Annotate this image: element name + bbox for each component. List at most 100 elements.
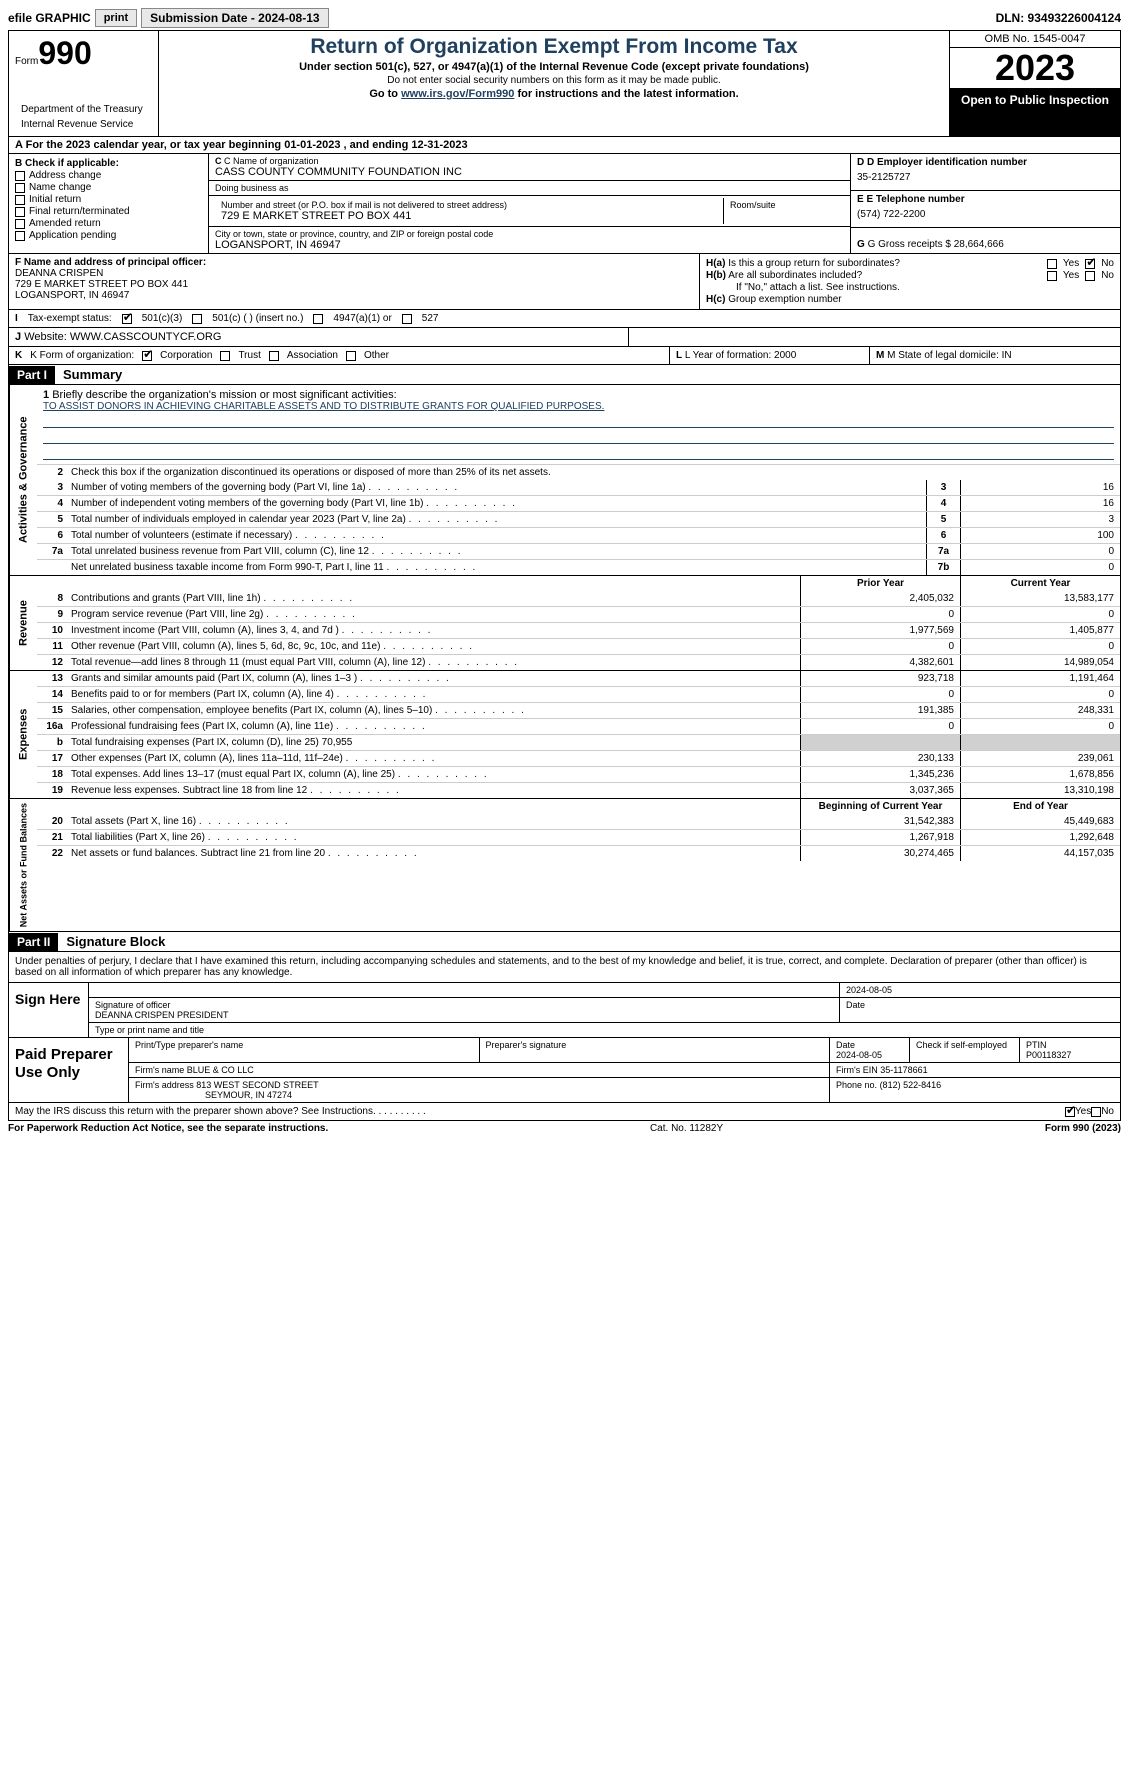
pra-notice: For Paperwork Reduction Act Notice, see …	[8, 1123, 328, 1134]
c-name-block: C C Name of organization CASS COUNTY COM…	[209, 154, 850, 181]
firm-addr1: 813 WEST SECOND STREET	[196, 1080, 318, 1090]
prior-value: 30,274,465	[800, 846, 960, 861]
discuss-row: May the IRS discuss this return with the…	[9, 1103, 1120, 1120]
side-expenses: Expenses	[9, 671, 37, 798]
b-option-label: Final return/terminated	[29, 206, 130, 217]
state-domicile: IN	[1002, 350, 1012, 361]
officer-name: DEANNA CRISPEN	[15, 268, 693, 279]
current-value: 248,331	[960, 703, 1120, 718]
line-value: 100	[960, 528, 1120, 543]
b-option-checkbox[interactable]	[15, 231, 25, 241]
h-note: If "No," attach a list. See instructions…	[706, 282, 1114, 293]
row-a-tax-year: A For the 2023 calendar year, or tax yea…	[9, 137, 1120, 154]
hb-yes-checkbox[interactable]	[1047, 271, 1057, 281]
ha-no-checkbox[interactable]	[1085, 259, 1095, 269]
line-number: 16a	[37, 719, 67, 734]
line-number: 22	[37, 846, 67, 861]
city-label: City or town, state or province, country…	[215, 229, 844, 239]
org-name: CASS COUNTY COMMUNITY FOUNDATION INC	[215, 166, 844, 178]
prior-year-header: Prior Year	[800, 576, 960, 591]
line-number: 21	[37, 830, 67, 845]
prior-value: 31,542,383	[800, 814, 960, 829]
line-number: 11	[37, 639, 67, 654]
corp-checkbox[interactable]	[142, 351, 152, 361]
form-number: 990	[38, 35, 91, 71]
prior-value: 0	[800, 607, 960, 622]
preparer-block: Paid Preparer Use Only Print/Type prepar…	[9, 1038, 1120, 1103]
line-number: 17	[37, 751, 67, 766]
ha-yes-checkbox[interactable]	[1047, 259, 1057, 269]
other-checkbox[interactable]	[346, 351, 356, 361]
line-text: Total number of individuals employed in …	[67, 512, 926, 527]
current-year-header: Current Year	[960, 576, 1120, 591]
line-number: 8	[37, 591, 67, 606]
public-inspection: Open to Public Inspection	[950, 89, 1120, 136]
527-checkbox[interactable]	[402, 314, 412, 324]
current-value: 14,989,054	[960, 655, 1120, 670]
dln-label: DLN: 93493226004124	[996, 11, 1121, 25]
current-value: 45,449,683	[960, 814, 1120, 829]
form-header: Form990 Department of the Treasury Inter…	[9, 31, 1120, 137]
b-option-label: Name change	[29, 182, 91, 193]
line-value: 16	[960, 496, 1120, 511]
b-option-checkbox[interactable]	[15, 207, 25, 217]
part2-header: Part II Signature Block	[9, 932, 1120, 952]
room-label: Room/suite	[730, 200, 838, 210]
line-number: 15	[37, 703, 67, 718]
b-option-checkbox[interactable]	[15, 195, 25, 205]
hb-no-checkbox[interactable]	[1085, 271, 1095, 281]
line-number	[37, 560, 67, 575]
discuss-yes-checkbox[interactable]	[1065, 1107, 1075, 1117]
line-text: Total expenses. Add lines 13–17 (must eq…	[67, 767, 800, 782]
line-text: Investment income (Part VIII, column (A)…	[67, 623, 800, 638]
firm-ein: 35-1178661	[880, 1065, 927, 1075]
current-value: 44,157,035	[960, 846, 1120, 861]
form-title: Return of Organization Exempt From Incom…	[165, 35, 943, 59]
form990-link[interactable]: www.irs.gov/Form990	[401, 88, 514, 100]
print-button[interactable]: print	[95, 9, 137, 27]
form-subtitle: Under section 501(c), 527, or 4947(a)(1)…	[165, 61, 943, 73]
tax-year: 2023	[950, 48, 1120, 89]
phone-value: (574) 722-2200	[857, 205, 1114, 224]
b-option-label: Amended return	[29, 218, 101, 229]
prior-value: 923,718	[800, 671, 960, 686]
line-value: 16	[960, 480, 1120, 495]
line-text: Net assets or fund balances. Subtract li…	[67, 846, 800, 861]
line-text: Other expenses (Part IX, column (A), lin…	[67, 751, 800, 766]
501c3-checkbox[interactable]	[122, 314, 132, 324]
b-option-checkbox[interactable]	[15, 219, 25, 229]
discuss-no-checkbox[interactable]	[1091, 1107, 1101, 1117]
line-number: 7a	[37, 544, 67, 559]
prep-date: 2024-08-05	[836, 1050, 882, 1060]
efile-label: efile GRAPHIC	[8, 11, 91, 25]
section-revenue: Revenue Prior Year Current Year 8Contrib…	[9, 576, 1120, 671]
b-option-checkbox[interactable]	[15, 171, 25, 181]
mission-text: TO ASSIST DONORS IN ACHIEVING CHARITABLE…	[43, 401, 1114, 412]
ptin-value: P00118327	[1026, 1050, 1071, 1060]
section-net-assets: Net Assets or Fund Balances Beginning of…	[9, 799, 1120, 932]
line-number: 20	[37, 814, 67, 829]
current-value: 0	[960, 639, 1120, 654]
row-i-tax-status: I Tax-exempt status: 501(c)(3) 501(c) ( …	[9, 310, 1120, 328]
line-number: 10	[37, 623, 67, 638]
sign-here-block: Sign Here 2024-08-05 Signature of office…	[9, 983, 1120, 1038]
row-k-org-form: K K Form of organization: Corporation Tr…	[9, 347, 1120, 365]
501c-checkbox[interactable]	[192, 314, 202, 324]
form-footer: Form 990 (2023)	[1045, 1123, 1121, 1134]
trust-checkbox[interactable]	[220, 351, 230, 361]
line-number: 6	[37, 528, 67, 543]
gross-receipts: 28,664,666	[954, 239, 1004, 250]
line-number: 12	[37, 655, 67, 670]
line-text: Total number of volunteers (estimate if …	[67, 528, 926, 543]
line-number: 19	[37, 783, 67, 798]
4947-checkbox[interactable]	[313, 314, 323, 324]
side-governance: Activities & Governance	[9, 385, 37, 575]
line-value: 0	[960, 560, 1120, 575]
prior-value: 0	[800, 719, 960, 734]
current-value: 0	[960, 687, 1120, 702]
prior-value	[800, 735, 960, 750]
side-revenue: Revenue	[9, 576, 37, 670]
col-b-checkboxes: B Check if applicable: Address changeNam…	[9, 154, 209, 253]
b-option-checkbox[interactable]	[15, 183, 25, 193]
assoc-checkbox[interactable]	[269, 351, 279, 361]
